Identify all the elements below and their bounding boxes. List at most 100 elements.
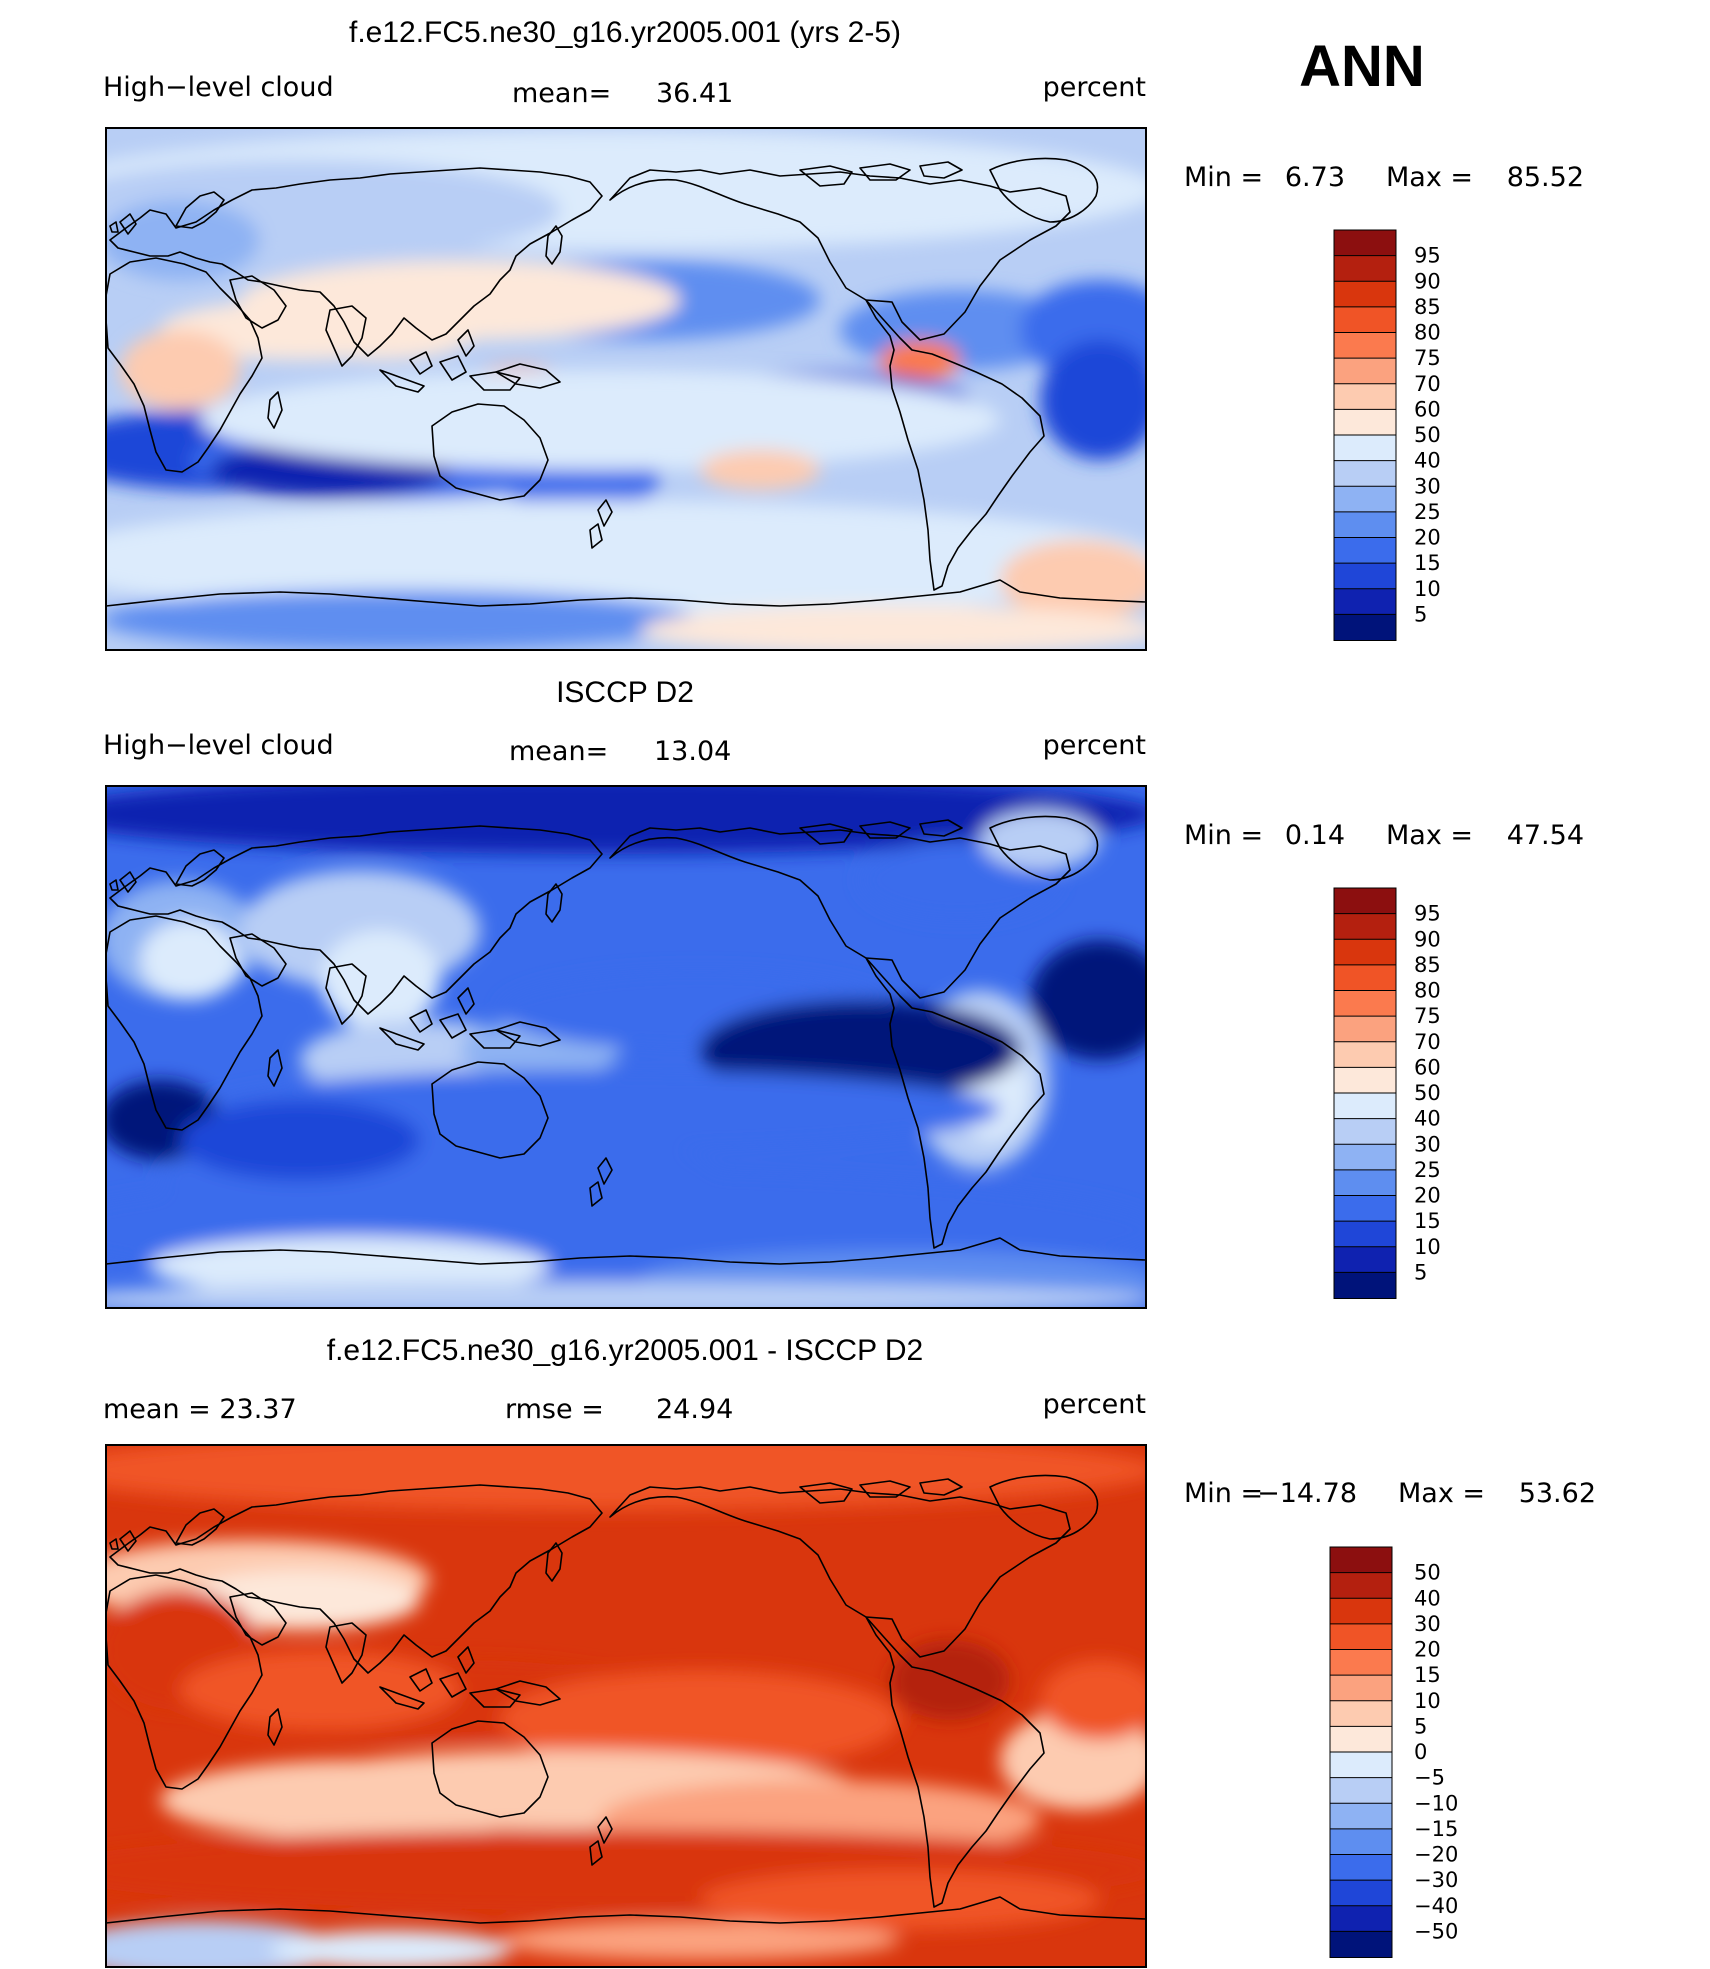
- colorbar-swatch: [1329, 1623, 1393, 1651]
- colorbar-tick-label: −50: [1414, 1919, 1458, 1943]
- colorbar-swatch: [1329, 1930, 1393, 1958]
- colorbar-swatch: [1333, 990, 1397, 1018]
- colorbar-swatch: [1329, 1725, 1393, 1753]
- colorbar-swatch: [1333, 1041, 1397, 1069]
- colorbar-tick-label: 10: [1414, 1235, 1441, 1259]
- colorbar-swatch: [1329, 1572, 1393, 1600]
- colorbar-tick-label: 75: [1414, 346, 1441, 370]
- colorbar-tick-label: 85: [1414, 953, 1441, 977]
- colorbar-swatch: [1333, 434, 1397, 462]
- colorbar-swatch: [1333, 229, 1397, 257]
- field-contour-region: [120, 330, 240, 410]
- mean-label: mean=: [509, 736, 608, 767]
- field-contour-region: [700, 450, 820, 490]
- field-contour-region: [106, 1282, 1146, 1308]
- field-contour-region: [106, 590, 700, 650]
- colorbar-tick-label: 50: [1414, 1081, 1441, 1105]
- colorbar-swatch: [1329, 1879, 1393, 1907]
- colorbar-swatch: [1333, 1092, 1397, 1120]
- colorbar-tick-label: 40: [1414, 449, 1441, 473]
- colorbar-tick-label: 20: [1414, 1638, 1441, 1662]
- min-label: Min =: [1184, 820, 1263, 851]
- variable-label: High−level cloud: [103, 730, 334, 761]
- colorbar-tick-label: 50: [1414, 423, 1441, 447]
- colorbar-tick-label: 70: [1414, 372, 1441, 396]
- season-label: ANN: [1299, 34, 1425, 99]
- colorbar-tick-label: 60: [1414, 1055, 1441, 1079]
- colorbar-swatch: [1333, 1195, 1397, 1223]
- colorbar-swatch: [1329, 1546, 1393, 1574]
- colorbar-swatch: [1333, 588, 1397, 616]
- units-label: percent: [1043, 730, 1146, 761]
- panel-diff: f.e12.FC5.ne30_g16.yr2005.001 - ISCCP D2…: [103, 1334, 1596, 1968]
- colorbar-swatch: [1333, 511, 1397, 539]
- colorbar-tick-label: −40: [1414, 1894, 1458, 1918]
- colorbar-tick-label: 60: [1414, 397, 1441, 421]
- max-value: 53.62: [1519, 1478, 1596, 1509]
- colorbar-swatch: [1329, 1905, 1393, 1933]
- colorbar-swatch: [1333, 1271, 1397, 1299]
- colorbar-swatch: [1329, 1828, 1393, 1856]
- map-field: [106, 1445, 1146, 1967]
- colorbar-tick-label: 75: [1414, 1004, 1441, 1028]
- colorbar-tick-label: 20: [1414, 526, 1441, 550]
- field-contour-region: [106, 786, 1146, 854]
- colorbar-swatch: [1333, 1169, 1397, 1197]
- field-contour-region: [106, 1445, 1146, 1510]
- colorbar-swatch: [1329, 1854, 1393, 1882]
- colorbar-swatch: [1329, 1597, 1393, 1625]
- max-label: Max =: [1386, 820, 1473, 851]
- max-label: Max =: [1398, 1478, 1485, 1509]
- colorbar-swatch: [1333, 460, 1397, 488]
- field-contour-region: [890, 1640, 1010, 1720]
- colorbar-tick-label: 0: [1414, 1740, 1427, 1764]
- mean-value: 13.04: [654, 736, 731, 767]
- colorbar-swatch: [1329, 1649, 1393, 1677]
- colorbar-swatch: [1333, 913, 1397, 941]
- panel-obs: ISCCP D2 High−level cloud mean= 13.04 pe…: [103, 676, 1584, 1309]
- colorbar-swatch: [1333, 357, 1397, 385]
- colorbar-tick-label: 90: [1414, 269, 1441, 293]
- panel-title: f.e12.FC5.ne30_g16.yr2005.001 (yrs 2-5): [349, 16, 901, 49]
- colorbar-tick-label: −10: [1414, 1791, 1458, 1815]
- colorbar-tick-label: 5: [1414, 1260, 1427, 1284]
- units-label: percent: [1043, 1389, 1146, 1420]
- colorbar-tick-label: −5: [1414, 1766, 1445, 1790]
- colorbar-tick-label: 5: [1414, 1714, 1427, 1738]
- colorbar-tick-label: −30: [1414, 1868, 1458, 1892]
- colorbar-tick-label: 25: [1414, 500, 1441, 524]
- colorbar-tick-label: 80: [1414, 321, 1441, 345]
- field-contour-region: [700, 1870, 1100, 1930]
- mean-value: 36.41: [656, 78, 733, 109]
- colorbar-swatch: [1329, 1802, 1393, 1830]
- colorbar-tick-label: 5: [1414, 602, 1427, 626]
- colorbar-tick-label: 20: [1414, 1184, 1441, 1208]
- mean-value: 24.94: [656, 1394, 733, 1425]
- units-label: percent: [1043, 72, 1146, 103]
- colorbar-swatch: [1333, 1118, 1397, 1146]
- colorbar-tick-label: 40: [1414, 1586, 1441, 1610]
- field-contour-region: [106, 200, 260, 280]
- colorbar-swatch: [1333, 613, 1397, 641]
- colorbar-swatch: [1333, 306, 1397, 334]
- colorbar-tick-label: 95: [1414, 902, 1441, 926]
- colorbar-tick-label: 15: [1414, 551, 1441, 575]
- colorbar-swatch: [1329, 1751, 1393, 1779]
- field-contour-region: [640, 605, 1146, 650]
- colorbar-swatch: [1329, 1777, 1393, 1805]
- min-label: Min =: [1184, 162, 1263, 193]
- colorbar-swatch: [1333, 1015, 1397, 1043]
- map-field: [106, 786, 1146, 1308]
- colorbar-swatch: [1329, 1700, 1393, 1728]
- colorbar-swatch: [1333, 1220, 1397, 1248]
- colorbar-swatch: [1333, 1066, 1397, 1094]
- map-frame: [105, 127, 1147, 651]
- colorbar-tick-label: −20: [1414, 1843, 1458, 1867]
- field-contour-region: [1040, 1660, 1146, 1740]
- field-contour-region: [200, 370, 1000, 470]
- field-contour-region: [880, 340, 960, 380]
- colorbar-swatch: [1333, 280, 1397, 308]
- colorbar-tick-label: 30: [1414, 474, 1441, 498]
